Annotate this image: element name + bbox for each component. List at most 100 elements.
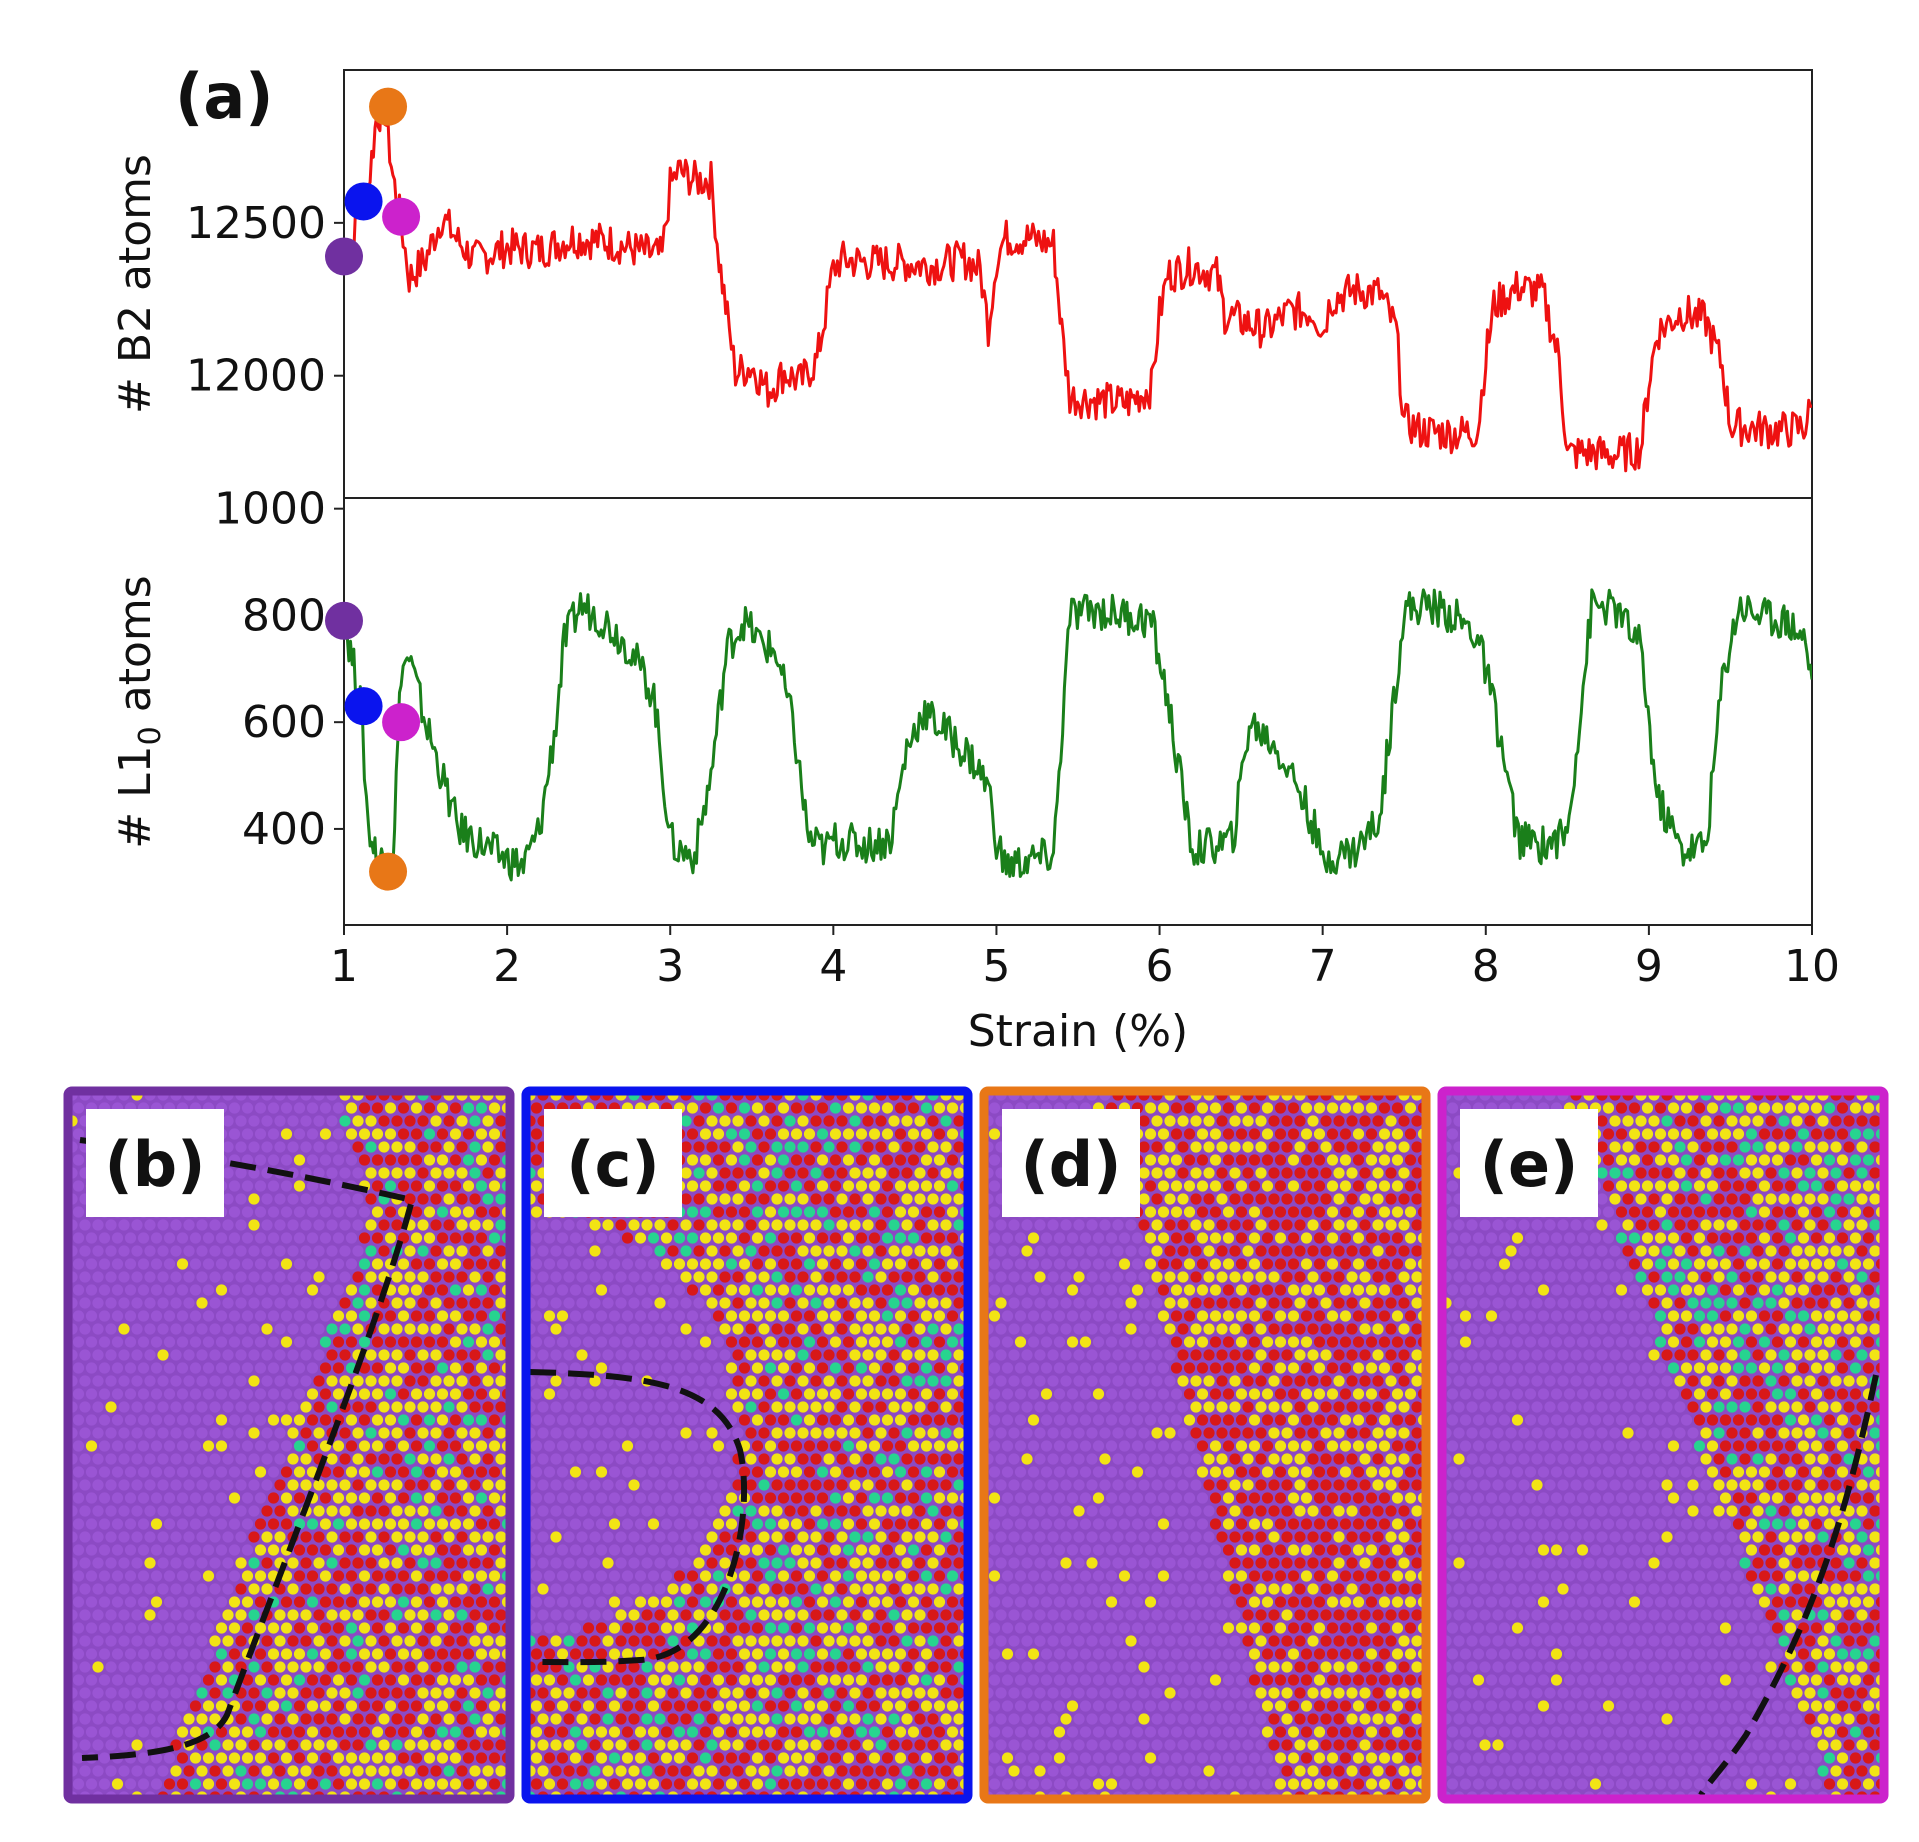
atom (940, 1323, 952, 1335)
atom (823, 1427, 835, 1439)
atom (855, 1752, 868, 1764)
atom (391, 1739, 403, 1751)
atom (1333, 1479, 1345, 1491)
atom (261, 1323, 273, 1335)
atom (803, 1232, 816, 1244)
atom (1365, 1232, 1378, 1244)
atom (410, 1258, 423, 1270)
atom (98, 1674, 111, 1686)
atom (430, 1297, 442, 1309)
atom (1183, 1128, 1196, 1140)
atom (235, 1739, 247, 1751)
atom (946, 1102, 959, 1114)
atom (810, 1453, 822, 1465)
atom (953, 1557, 964, 1569)
atom (267, 1232, 280, 1244)
atom (1346, 1427, 1358, 1439)
atom (1216, 1427, 1228, 1439)
atom (1047, 1479, 1059, 1491)
atom (829, 1518, 842, 1530)
atom (946, 1726, 959, 1738)
atom (1268, 1193, 1280, 1205)
atom (654, 1427, 666, 1439)
atom (345, 1336, 358, 1348)
label-box (86, 1109, 224, 1217)
atom (927, 1661, 939, 1673)
atom (235, 1349, 247, 1361)
atom (751, 1752, 764, 1764)
atom (940, 1349, 952, 1361)
atom (933, 1128, 946, 1140)
atom (1125, 1323, 1137, 1335)
atom (556, 1284, 569, 1296)
atom (1099, 1245, 1111, 1257)
atom (79, 1095, 91, 1101)
atom (537, 1245, 549, 1257)
atom (1300, 1258, 1313, 1270)
atom (488, 1778, 501, 1790)
atom (1170, 1154, 1183, 1166)
atom (569, 1622, 582, 1634)
atom (628, 1609, 640, 1621)
atom (914, 1765, 926, 1777)
atom (72, 1765, 78, 1777)
atom (1073, 1245, 1085, 1257)
atom (85, 1258, 98, 1270)
atom (569, 1414, 582, 1426)
atom (436, 1544, 449, 1556)
atom (1144, 1102, 1157, 1114)
atom (1157, 1310, 1170, 1322)
atom (816, 1544, 829, 1556)
atom (1294, 1479, 1306, 1491)
atom (254, 1726, 267, 1738)
atom (920, 1700, 933, 1712)
atom (556, 1258, 569, 1270)
atom (404, 1095, 416, 1101)
atom (202, 1674, 215, 1686)
atom (345, 1648, 358, 1660)
atom (569, 1778, 582, 1790)
atom (660, 1310, 673, 1322)
atom (98, 1752, 111, 1764)
atom (1079, 1258, 1092, 1270)
atom (550, 1791, 562, 1795)
atom (862, 1349, 874, 1361)
atom (589, 1323, 601, 1335)
atom (563, 1401, 575, 1413)
atom (397, 1388, 410, 1400)
atom (784, 1401, 796, 1413)
atom (495, 1349, 506, 1361)
atom (784, 1583, 796, 1595)
atom (241, 1752, 254, 1764)
atom (365, 1193, 377, 1205)
atom (849, 1635, 861, 1647)
atom (881, 1206, 894, 1218)
atom (693, 1375, 705, 1387)
atom (569, 1570, 582, 1582)
atom (959, 1648, 964, 1660)
atom (488, 1310, 501, 1322)
atom (1391, 1466, 1404, 1478)
atom (784, 1505, 796, 1517)
atom (1372, 1115, 1384, 1127)
atom (1021, 1453, 1033, 1465)
atom (1417, 1388, 1422, 1400)
atom (745, 1219, 757, 1231)
atom (423, 1128, 436, 1140)
atom (1268, 1401, 1280, 1413)
atom (274, 1245, 286, 1257)
atom (1144, 1232, 1157, 1244)
atom (430, 1401, 442, 1413)
atom (469, 1323, 481, 1335)
atom (823, 1219, 835, 1231)
atom (888, 1687, 900, 1699)
atom (300, 1271, 312, 1283)
atom (855, 1206, 868, 1218)
atom (1411, 1453, 1422, 1465)
marker-b (325, 601, 363, 640)
atom (267, 1102, 280, 1114)
atom (215, 1648, 228, 1660)
atom (300, 1609, 312, 1621)
atom (1307, 1095, 1319, 1101)
atom (816, 1154, 829, 1166)
